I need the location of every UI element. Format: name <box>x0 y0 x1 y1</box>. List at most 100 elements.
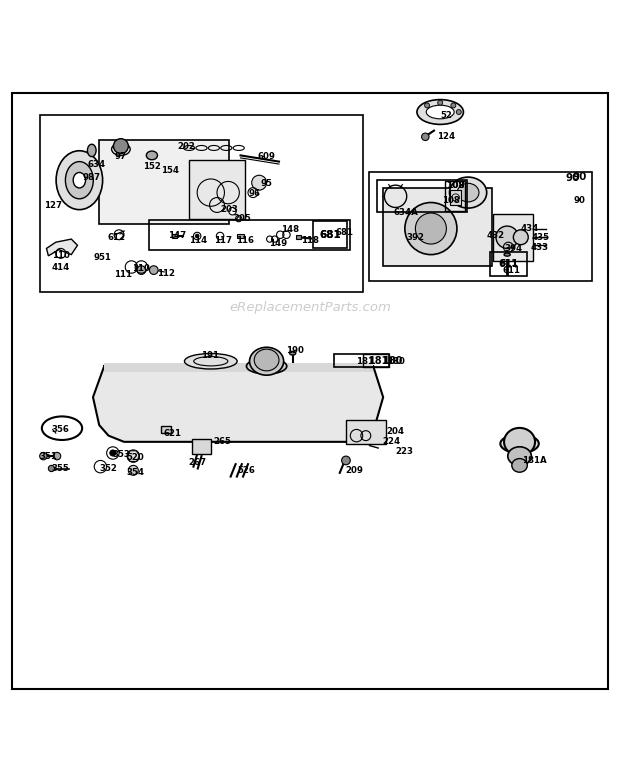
Text: 611: 611 <box>499 260 518 268</box>
Text: 353: 353 <box>112 450 130 459</box>
Ellipse shape <box>450 177 487 208</box>
Bar <box>493 214 533 261</box>
Text: 114: 114 <box>189 236 208 246</box>
Circle shape <box>513 230 528 245</box>
Text: 90: 90 <box>572 172 587 182</box>
Text: 205: 205 <box>233 214 250 223</box>
Bar <box>192 439 211 454</box>
Ellipse shape <box>66 162 93 199</box>
Text: 951: 951 <box>94 253 111 262</box>
Text: 152: 152 <box>143 162 161 171</box>
Polygon shape <box>46 239 78 256</box>
Circle shape <box>110 450 116 456</box>
Text: 190: 190 <box>286 346 303 355</box>
Ellipse shape <box>512 458 527 472</box>
Text: 95: 95 <box>260 179 273 188</box>
Circle shape <box>195 234 199 238</box>
Text: 149: 149 <box>268 239 287 248</box>
Ellipse shape <box>458 183 479 202</box>
Circle shape <box>415 213 446 244</box>
Text: 611: 611 <box>498 259 518 269</box>
Bar <box>189 160 245 219</box>
Text: 634A: 634A <box>394 208 418 217</box>
Ellipse shape <box>417 99 463 124</box>
Ellipse shape <box>500 434 539 453</box>
Bar <box>363 353 389 368</box>
Ellipse shape <box>73 173 86 188</box>
Bar <box>161 425 171 433</box>
Text: 108: 108 <box>446 181 464 190</box>
Bar <box>383 188 492 266</box>
Text: 96: 96 <box>248 189 260 199</box>
Text: 202: 202 <box>177 142 195 151</box>
Text: 609: 609 <box>258 152 275 161</box>
Circle shape <box>342 456 350 465</box>
Text: 52: 52 <box>440 110 453 120</box>
Ellipse shape <box>427 106 454 119</box>
Bar <box>450 189 461 205</box>
Text: 435: 435 <box>531 233 550 242</box>
Text: 209: 209 <box>346 466 363 475</box>
Text: 681: 681 <box>319 230 341 240</box>
Bar <box>104 363 373 372</box>
Text: 191: 191 <box>200 350 219 360</box>
Text: 987: 987 <box>82 173 101 181</box>
Ellipse shape <box>249 347 284 375</box>
Text: 124: 124 <box>437 132 456 142</box>
Bar <box>296 235 301 239</box>
Text: 433: 433 <box>530 242 549 252</box>
Text: 110: 110 <box>133 264 150 273</box>
Bar <box>334 353 389 368</box>
Text: 203: 203 <box>221 205 238 213</box>
Text: 267: 267 <box>188 457 206 467</box>
Polygon shape <box>93 366 383 442</box>
Bar <box>237 234 244 238</box>
Text: 97: 97 <box>115 152 127 161</box>
Bar <box>490 252 527 276</box>
Bar <box>377 180 467 213</box>
Text: 224: 224 <box>383 437 401 447</box>
Text: 352: 352 <box>100 464 117 473</box>
Circle shape <box>456 109 461 114</box>
Text: 204: 204 <box>386 427 405 436</box>
Text: 116: 116 <box>236 236 254 246</box>
Text: 110: 110 <box>52 251 69 260</box>
Ellipse shape <box>56 151 103 210</box>
Text: 108: 108 <box>446 181 464 190</box>
Ellipse shape <box>508 447 531 465</box>
Circle shape <box>438 100 443 106</box>
Text: 112: 112 <box>157 269 175 278</box>
Text: 354: 354 <box>126 468 144 477</box>
Text: 127: 127 <box>43 200 62 210</box>
Bar <box>313 221 347 249</box>
Text: 612: 612 <box>107 233 126 242</box>
Bar <box>445 181 465 211</box>
Text: 394: 394 <box>504 244 523 253</box>
Text: eReplacementParts.com: eReplacementParts.com <box>229 301 391 314</box>
Circle shape <box>149 266 158 274</box>
Circle shape <box>229 207 236 215</box>
Text: 526: 526 <box>238 466 255 475</box>
Text: 356: 356 <box>52 425 69 434</box>
Bar <box>346 420 386 443</box>
Circle shape <box>128 465 138 475</box>
Ellipse shape <box>146 151 157 160</box>
Text: 180: 180 <box>387 357 404 366</box>
Bar <box>172 234 177 238</box>
Text: 520: 520 <box>126 454 144 462</box>
Text: 355: 355 <box>52 464 69 473</box>
Text: 434: 434 <box>521 224 539 233</box>
Text: 392: 392 <box>406 233 425 242</box>
Circle shape <box>496 226 518 249</box>
Circle shape <box>451 103 456 108</box>
Text: 90: 90 <box>565 174 580 183</box>
Text: 265: 265 <box>213 437 231 447</box>
Text: 681: 681 <box>335 228 353 237</box>
Circle shape <box>422 133 429 141</box>
Ellipse shape <box>290 351 296 355</box>
Text: 154: 154 <box>161 167 180 175</box>
Text: 148: 148 <box>281 225 299 235</box>
Text: 681: 681 <box>319 230 341 240</box>
Text: 118: 118 <box>301 236 319 246</box>
Text: 351: 351 <box>40 451 57 461</box>
